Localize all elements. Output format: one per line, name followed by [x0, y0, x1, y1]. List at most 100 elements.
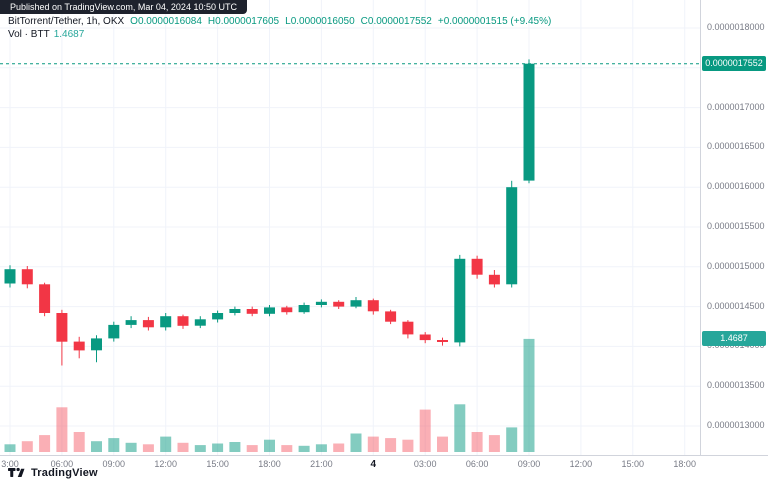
time-axis-label: 18:00 — [258, 459, 281, 469]
volume-bar — [385, 438, 397, 452]
volume-axis-badge: 1.4687 — [702, 330, 766, 346]
candle-body — [21, 269, 33, 285]
time-axis-label: 06:00 — [50, 459, 74, 469]
price-axis[interactable]: 0.00000180000.00000175000.00000170000.00… — [701, 0, 768, 455]
tradingview-wordmark[interactable]: TradingView — [31, 466, 98, 479]
volume-bar — [212, 443, 224, 452]
candle-body — [385, 311, 397, 322]
candle-body — [454, 258, 466, 343]
time-axis-separator — [0, 455, 768, 456]
ohlc-high-value: 0.0000017605 — [215, 16, 280, 27]
candle-body — [298, 305, 310, 313]
time-axis-label: 3:00 — [1, 459, 19, 469]
candle-body — [523, 63, 535, 181]
candle-body — [488, 274, 500, 285]
time-axis-label: 09:00 — [102, 459, 126, 469]
price-axis-label: 0.0000016500 — [707, 141, 765, 152]
time-axis-day-label: 4 — [370, 459, 377, 470]
volume-bar — [264, 439, 275, 452]
candle-body — [506, 187, 518, 285]
candle-body — [229, 309, 241, 313]
last-price-badge: 0.0000017552 — [702, 55, 766, 71]
published-badge: Published on TradingView.com, Mar 04, 20… — [0, 0, 247, 14]
time-axis-label: 15:00 — [621, 459, 645, 469]
price-axis-label: 0.0000015000 — [707, 260, 765, 271]
price-axis-label: 0.0000014500 — [707, 300, 765, 311]
volume-bar — [39, 435, 51, 452]
legend-volume-row: Vol · BTT 1.4687 — [8, 29, 551, 40]
volume-bar — [419, 409, 431, 452]
volume-bar — [177, 442, 189, 452]
candle-body — [73, 341, 85, 351]
volume-bar — [125, 442, 137, 452]
candle-body — [39, 284, 51, 313]
candle-body — [437, 340, 448, 342]
footer: TradingView — [8, 466, 98, 479]
price-axis-label: 0.0000018000 — [707, 22, 765, 32]
volume-bar — [315, 444, 327, 452]
candle-body — [125, 320, 137, 325]
volume-bar — [454, 404, 466, 452]
legend: BitTorrent/Tether, 1h, OKX O0.0000016084 H… — [8, 16, 551, 40]
ohlc-low-value: 0.0000016050 — [290, 16, 355, 27]
volume-bar — [523, 338, 535, 452]
volume-bar — [21, 441, 33, 452]
volume-bar — [73, 432, 85, 452]
time-axis-label: 18:00 — [673, 459, 696, 469]
time-axis-label: 12:00 — [569, 459, 593, 469]
time-axis-label: 03:00 — [413, 459, 437, 469]
volume-bar — [471, 432, 483, 452]
time-axis-label: 12:00 — [154, 459, 177, 469]
candle-body — [160, 316, 172, 328]
ohlc-low-label: L — [285, 16, 291, 27]
symbol-title: BitTorrent/Tether, 1h, OKX — [8, 16, 125, 27]
price-axis-label: 0.0000015500 — [707, 221, 765, 231]
volume-bar — [402, 439, 414, 452]
candle-body — [246, 309, 258, 314]
price-axis-label: 0.0000013000 — [707, 420, 765, 430]
price-axis-label: 0.0000016000 — [707, 181, 765, 192]
time-axis-label: 15:00 — [206, 459, 229, 469]
candle-body — [419, 334, 431, 341]
candle-body — [333, 301, 345, 307]
volume-bar — [56, 407, 68, 452]
volume-bar — [350, 433, 362, 452]
ohlc-close-label: C — [360, 16, 368, 27]
volume-bar — [298, 445, 310, 452]
candle-body — [56, 313, 68, 342]
volume-bar — [229, 442, 241, 452]
legend-ohlc-row: BitTorrent/Tether, 1h, OKX O0.0000016084 H… — [8, 16, 551, 27]
candle-body — [471, 258, 483, 275]
candle-body — [142, 320, 154, 328]
candle-body — [350, 300, 362, 307]
ohlc-close-value: 0.0000017552 — [367, 16, 432, 27]
candle-body — [4, 269, 16, 284]
volume-label: Vol · BTT — [8, 29, 50, 40]
time-axis-label: 06:00 — [465, 459, 489, 469]
volume-bar — [108, 438, 120, 452]
candle-body — [281, 307, 293, 313]
price-axis-separator — [700, 0, 701, 455]
change-value: +0.0000001515 (+9.45%) — [437, 16, 552, 27]
candlestick-chart — [0, 0, 700, 455]
ohlc-open-value: 0.0000016084 — [137, 16, 202, 27]
ohlc-open-label: O — [130, 16, 138, 27]
volume-bar — [506, 427, 518, 452]
candle-body — [315, 301, 327, 305]
candle-body — [91, 338, 102, 351]
candle-body — [194, 319, 206, 326]
candle-body — [212, 313, 224, 320]
volume-bar — [488, 435, 500, 452]
volume-bar — [91, 441, 102, 452]
volume-bar — [194, 445, 206, 452]
chart-pane[interactable] — [0, 0, 700, 455]
price-axis-label: 0.0000017000 — [707, 101, 765, 112]
volume-bar — [333, 443, 345, 452]
volume-bar — [246, 445, 258, 452]
candle-body — [402, 321, 414, 335]
time-axis[interactable]: 3:00 06:00 09:00 12:00 15:00 18:00 21:00 4 03:00… — [0, 456, 768, 472]
time-axis-label: 09:00 — [517, 459, 541, 469]
tradingview-logo-icon[interactable] — [8, 466, 26, 479]
volume-value: 1.4687 — [53, 29, 85, 40]
